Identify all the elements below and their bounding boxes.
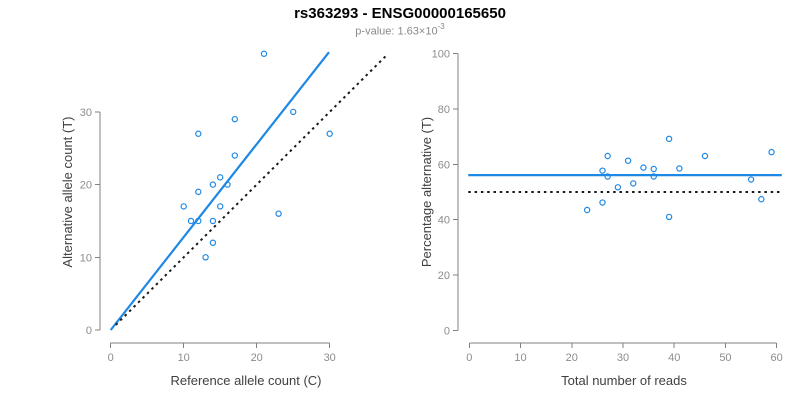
data-point [583,206,591,214]
data-point [260,50,268,57]
data-point [624,157,632,164]
data-point [209,181,217,188]
percentage-reads-y-tick-label: 60 [438,159,450,171]
allele-counts-y-tick-label: 30 [80,107,92,119]
percentage-reads-x-tick-label: 30 [617,352,629,364]
allele-counts-y-tick-label: 10 [80,252,92,264]
percentage-reads-y-tick-label: 100 [432,49,450,61]
data-point [195,217,202,225]
data-point [676,165,683,172]
data-point [326,130,333,137]
allele-counts-x-tick-label: 10 [178,352,190,364]
data-point [640,164,647,171]
percentage-reads-y-tick-label: 0 [444,326,450,338]
data-point [758,196,765,203]
right-x-axis-title: Total number of reads [561,373,687,388]
data-point [216,203,224,210]
data-point [224,181,231,188]
page-title: rs363293 - ENSG00000165650 [294,5,506,22]
allele-counts-identity-line [115,53,389,326]
data-point [209,239,217,246]
data-point [195,188,202,196]
data-point [701,152,709,160]
data-point [195,130,202,137]
data-point [630,180,637,187]
data-point [650,173,657,180]
data-point [768,148,775,156]
percentage-reads-x-tick-label: 50 [719,352,731,364]
data-point [202,254,209,261]
data-point [180,203,187,210]
data-point [187,217,195,225]
data-point [209,217,217,225]
percentage-reads-x-tick-label: 40 [668,352,680,364]
data-point [604,152,611,160]
percentage-reads-x-tick-label: 60 [771,352,783,364]
allele-counts-x-tick-label: 0 [108,352,114,364]
data-point [650,165,657,173]
data-point [599,199,606,206]
allele-counts-plot: 0 10 20 30 0 10 20 30 [80,50,389,364]
allele-counts-y-tick-label: 20 [80,180,92,192]
percentage-reads-x-tick-label: 0 [466,352,472,364]
left-y-axis-title: Alternative allele count (T) [60,116,75,268]
pvalue-text: p-value: 1.63×10 [355,25,438,38]
allele-counts-y-tick-label: 0 [86,325,92,337]
left-x-axis-title: Reference allele count (C) [170,373,322,388]
data-point [231,115,238,123]
data-point [231,152,238,159]
data-point [665,135,673,143]
percentage-reads-x-tick-label: 10 [514,352,526,364]
data-point [290,108,297,116]
percentage-reads-y-tick-label: 80 [438,104,450,116]
allele-counts-regression-line [109,51,330,331]
percentage-reads-plot: 0 20 40 60 80 100 0 10 20 30 40 50 60 [432,49,783,365]
allele-counts-x-tick-label: 30 [324,352,336,364]
data-point [599,167,606,174]
data-point [665,213,673,221]
pvalue-exponent: -3 [437,22,445,31]
pvalue-subtitle: p-value: 1.63×10-3 [0,22,800,38]
percentage-reads-y-tick-label: 40 [438,215,450,227]
data-point [614,184,622,191]
data-point [216,174,224,181]
percentage-reads-y-tick-label: 20 [438,270,450,282]
allele-counts-x-tick-label: 20 [251,352,263,364]
data-point [275,210,282,217]
data-point [747,176,755,183]
data-point [604,173,611,180]
percentage-reads-x-tick-label: 20 [566,352,578,364]
right-y-axis-title: Percentage alternative (T) [419,116,434,268]
